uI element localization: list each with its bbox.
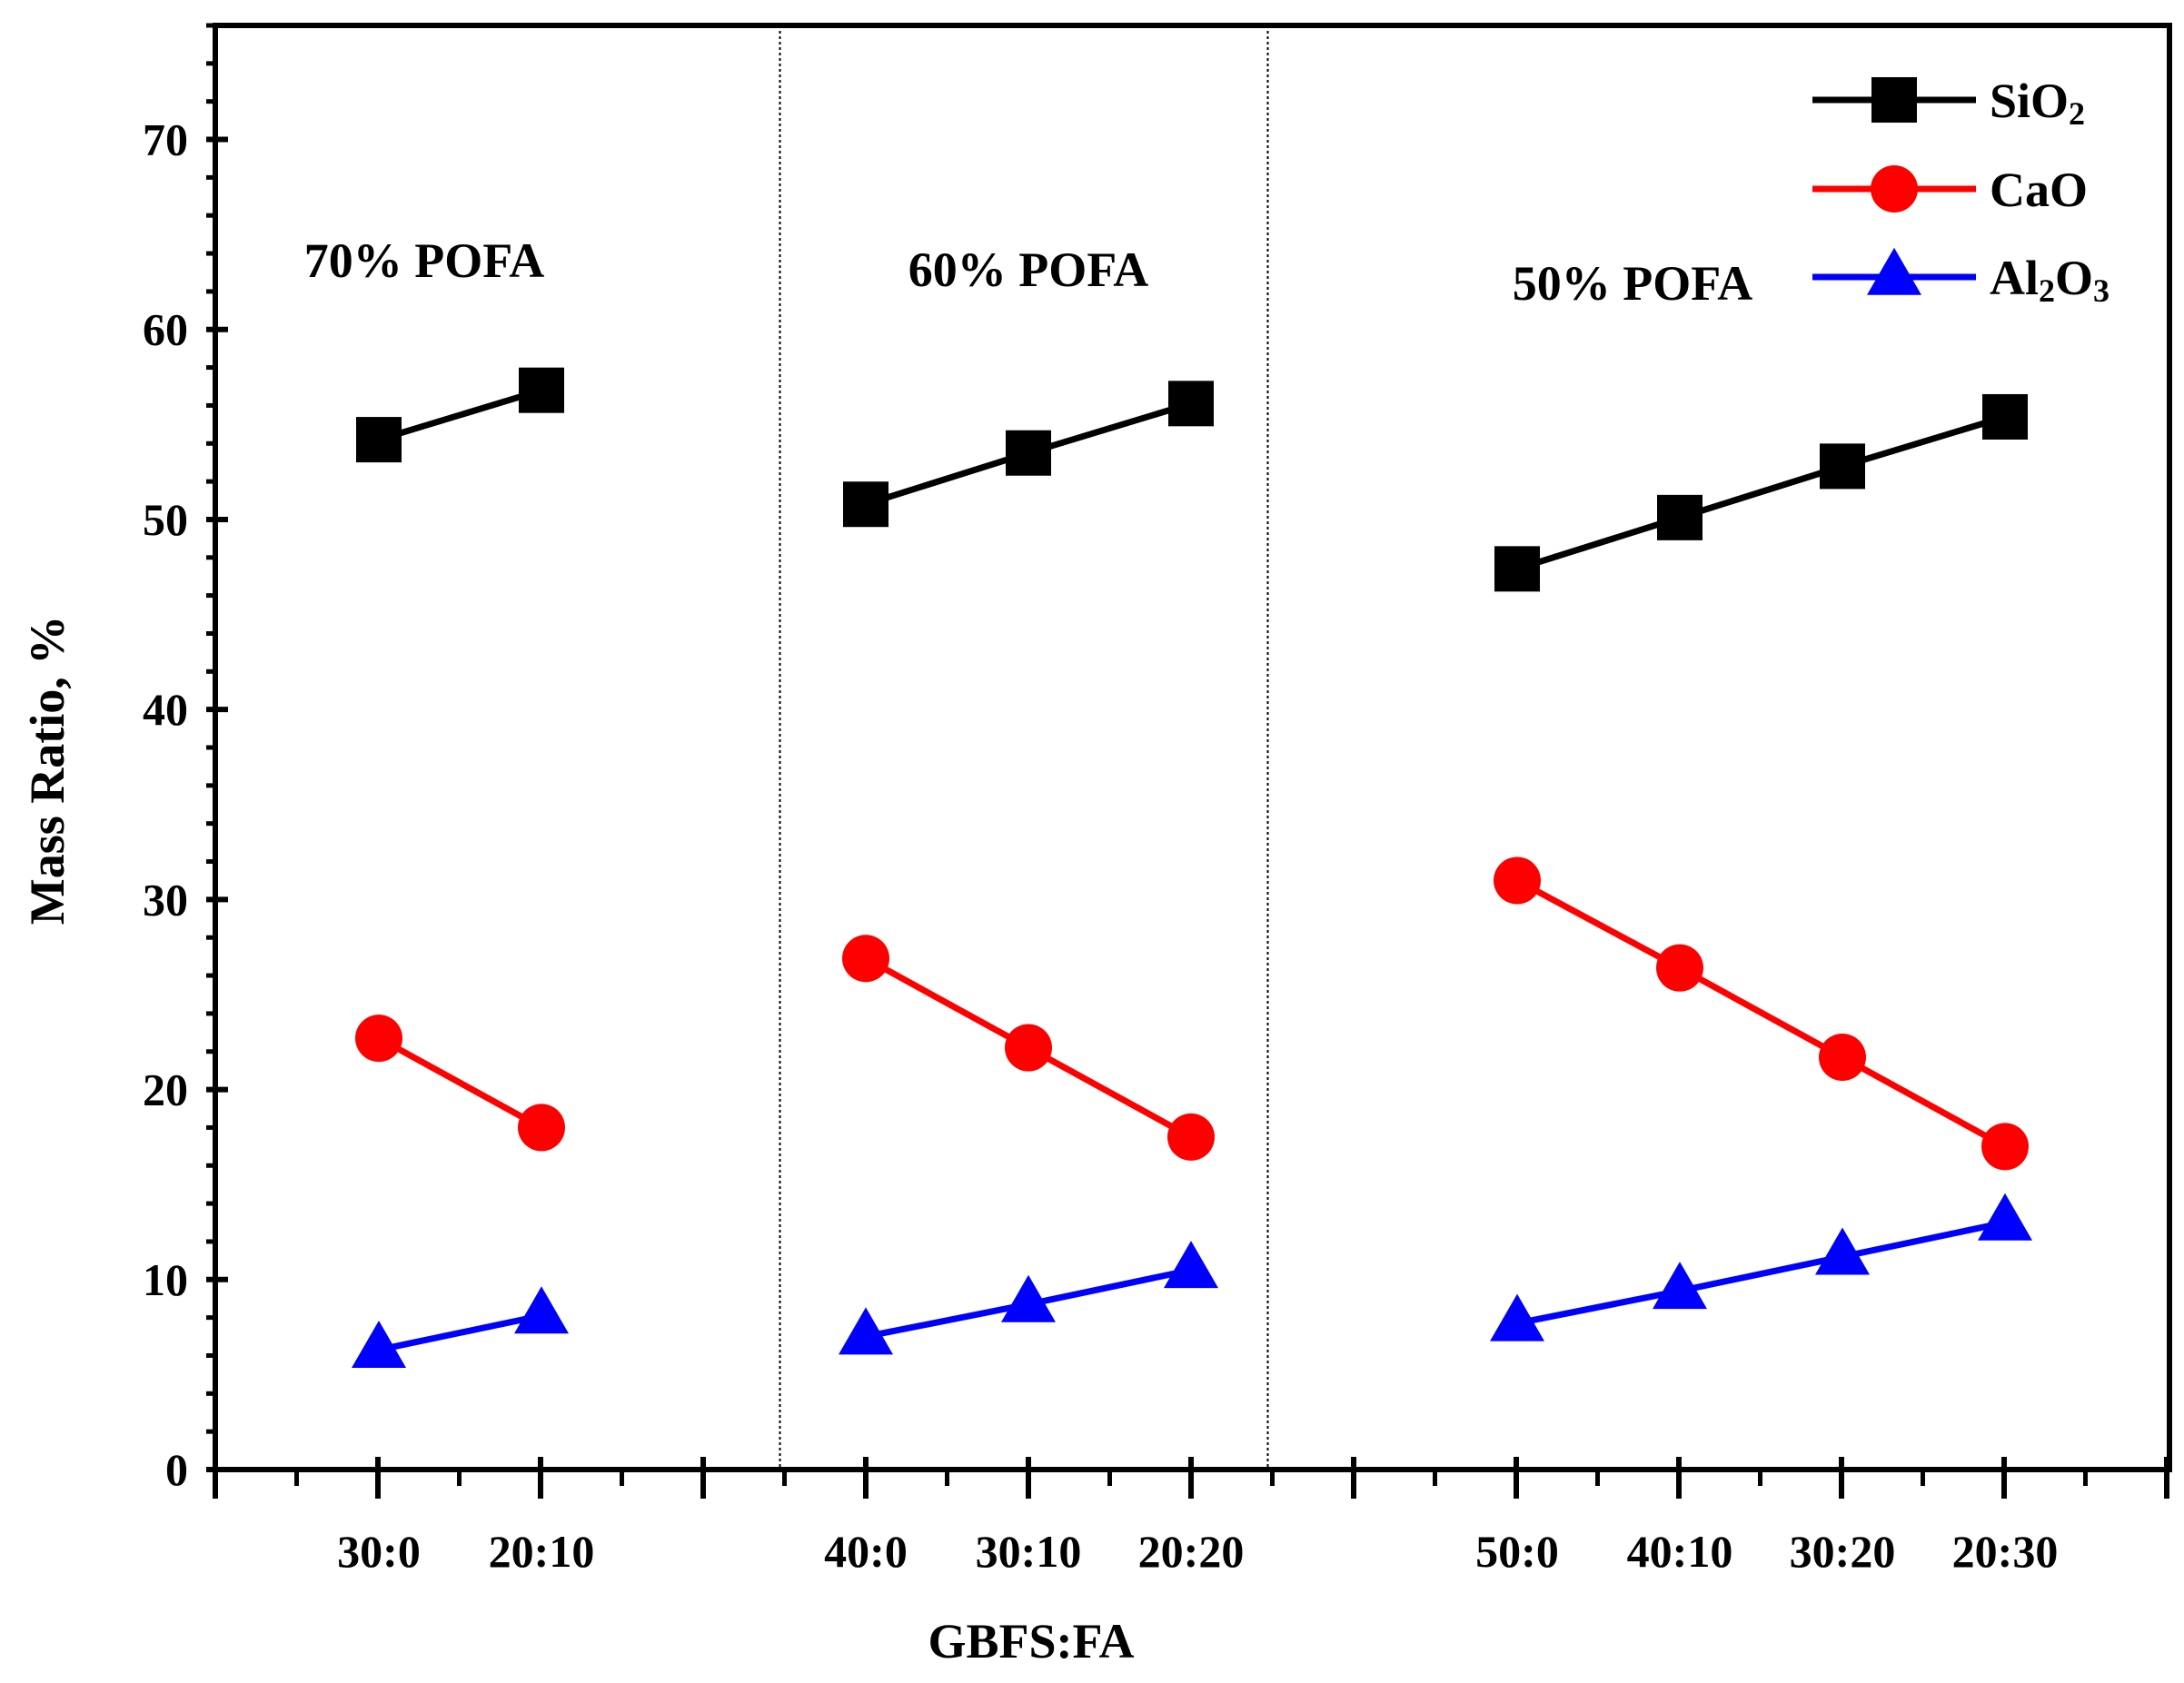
data-point-cao: [1819, 1034, 1866, 1082]
x-tick-label: 20:10: [489, 1526, 595, 1577]
data-point-sio2: [519, 367, 564, 413]
x-tick-label: 50:0: [1475, 1526, 1559, 1577]
data-point-cao: [1656, 944, 1703, 992]
labels-layer: 0 10 20 30 40 50 60 70 30:0 20:10 70% POFA 40:0 30:1…: [20, 114, 2058, 1668]
group-label: 60% POFA: [908, 243, 1148, 297]
data-point-sio2: [356, 417, 402, 463]
y-tick-label: 50: [143, 494, 188, 545]
x-tick-label: 30:10: [976, 1526, 1082, 1577]
data-point-al2o3: [839, 1307, 893, 1355]
group-label: 50% POFA: [1513, 256, 1752, 311]
group-label: 70% POFA: [304, 233, 544, 288]
axes-layer: [206, 23, 2172, 1499]
data-point-cao: [1167, 1113, 1215, 1161]
data-point-al2o3: [1490, 1293, 1544, 1341]
legend-label-sio2: SiO2: [1990, 74, 2085, 132]
x-tick-label: 30:0: [337, 1526, 421, 1577]
legend: SiO2 CaO Al2O3: [1812, 74, 2110, 309]
data-point-cao: [842, 935, 889, 983]
data-point-sio2: [1820, 443, 1865, 490]
data-point-cao: [355, 1015, 402, 1063]
x-tick-label: 20:20: [1138, 1526, 1245, 1577]
data-point-al2o3: [352, 1320, 406, 1368]
x-tick-label: 30:20: [1790, 1526, 1896, 1577]
data-point-al2o3: [1001, 1274, 1056, 1322]
data-point-cao: [1981, 1123, 2029, 1171]
data-point-cao: [1005, 1024, 1052, 1072]
legend-marker-cao: [1871, 165, 1918, 213]
data-point-sio2: [843, 481, 888, 528]
series-line-sio2: [377, 387, 543, 443]
y-axis-title: Mass Ratio, %: [20, 616, 74, 925]
y-tick-label: 30: [143, 874, 188, 925]
data-point-al2o3: [1653, 1262, 1707, 1310]
x-tick-label: 20:30: [1952, 1526, 2059, 1577]
data-point-cao: [1494, 856, 1541, 905]
data-point-sio2: [1982, 393, 2028, 440]
legend-label-cao: CaO: [1990, 163, 2088, 217]
y-tick-label: 70: [143, 114, 188, 165]
data-point-al2o3: [1978, 1193, 2032, 1241]
series-line-sio2: [1515, 413, 2007, 572]
series-layer: [352, 367, 2032, 1368]
data-point-al2o3: [1164, 1241, 1218, 1289]
data-point-sio2: [1006, 430, 1051, 476]
y-tick-label: 60: [143, 304, 188, 355]
series-line-cao: [377, 1035, 543, 1131]
legend-marker-sio2: [1871, 77, 1917, 123]
data-point-sio2: [1168, 381, 1214, 427]
data-point-cao: [518, 1104, 565, 1152]
series-line-cao: [1515, 877, 2007, 1150]
series-line-al2o3: [378, 1312, 542, 1353]
legend-marker-al2o3: [1867, 247, 1921, 295]
y-tick-label: 40: [143, 684, 188, 735]
y-tick-label: 20: [143, 1064, 188, 1115]
data-point-sio2: [1494, 546, 1540, 592]
x-tick-label: 40:10: [1627, 1526, 1733, 1577]
data-point-sio2: [1657, 494, 1703, 540]
legend-label-al2o3: Al2O3: [1990, 251, 2110, 309]
x-axis-title: GBFS:FA: [928, 1614, 1135, 1668]
series-line-al2o3: [1516, 1219, 2006, 1327]
x-tick-label: 40:0: [824, 1526, 908, 1577]
y-tick-label: 0: [165, 1444, 188, 1495]
y-tick-label: 10: [143, 1254, 188, 1305]
data-point-al2o3: [1815, 1227, 1870, 1275]
data-point-al2o3: [514, 1286, 569, 1334]
